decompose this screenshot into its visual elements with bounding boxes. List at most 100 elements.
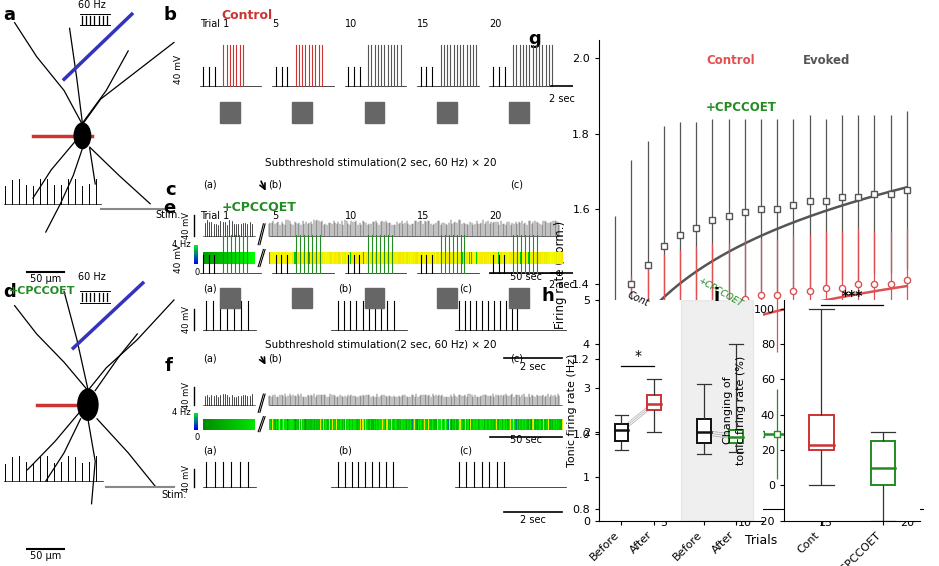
Bar [551,419,552,430]
Text: (a): (a) [203,179,217,189]
Bar [436,419,437,430]
Text: (c): (c) [511,179,524,189]
Bar [445,419,446,430]
Bar [250,252,251,264]
Bar [413,419,414,430]
Bar [537,419,538,430]
Bar [478,252,479,264]
Bar [470,252,471,264]
Bar [536,252,537,264]
Bar [328,252,329,264]
Bar [194,418,198,420]
Bar [493,419,494,430]
Bar [223,419,224,430]
Bar [418,252,419,264]
Bar [471,419,472,430]
Bar [390,252,391,264]
Bar [397,252,398,264]
Bar [309,419,310,430]
Bar [510,252,511,264]
Bar [420,252,421,264]
Bar [360,252,361,264]
Text: (b): (b) [338,445,351,455]
Bar [456,252,457,264]
Bar [317,419,318,430]
Bar [553,419,554,430]
Bar [416,252,418,264]
Bar [496,252,497,264]
Bar [426,252,428,264]
Bar [239,252,240,264]
Bar [507,419,508,430]
Bar [346,252,347,264]
Bar [437,252,439,264]
Bar [292,419,293,430]
Bar [323,419,324,430]
Bar [377,419,378,430]
Bar [465,252,466,264]
Bar [194,424,198,425]
Bar [329,252,331,264]
Bar [297,419,298,430]
Bar [325,419,326,430]
Bar [455,419,456,430]
Bar [529,252,530,264]
Bar [362,252,363,264]
Bar [364,419,365,430]
Text: (c): (c) [458,445,471,455]
Bar [457,252,458,264]
Bar [545,252,546,264]
Bar [313,252,314,264]
Bar [500,419,501,430]
Bar [194,414,198,415]
Bar [349,252,350,264]
Bar [281,252,282,264]
Bar [331,252,332,264]
Bar [388,419,389,430]
Bar [474,419,475,430]
Bar [401,252,402,264]
Bar [366,252,367,264]
Bar [531,419,532,430]
Bar [407,419,408,430]
Bar [415,419,416,430]
Bar [458,252,459,264]
Text: (c): (c) [511,354,524,364]
Bar [488,419,489,430]
Bar [510,101,530,123]
Bar [470,252,471,264]
Bar [526,419,527,430]
Bar [439,419,440,430]
Bar [325,252,326,264]
Text: 40 mV: 40 mV [175,244,183,273]
Bar [473,252,474,264]
Bar [442,252,443,264]
Bar [208,419,210,430]
Bar [226,419,227,430]
X-axis label: Trials: Trials [745,534,777,547]
Bar [242,419,243,430]
Bar [430,419,431,430]
Bar [356,419,357,430]
Bar [287,252,288,264]
Bar [490,252,491,264]
Bar [526,252,527,264]
Bar [405,419,406,430]
Bar [339,419,341,430]
Bar [443,252,444,264]
Text: (b): (b) [269,354,283,364]
FancyBboxPatch shape [647,395,661,410]
Y-axis label: Firing rate (norm.): Firing rate (norm.) [554,220,567,329]
Bar [489,419,490,430]
Bar [368,252,369,264]
Bar [417,419,418,430]
Bar [304,419,305,430]
Bar [333,252,334,264]
Bar [561,419,562,430]
Bar [385,419,386,430]
Bar [535,252,537,264]
Bar [444,419,445,430]
Bar [194,413,198,414]
Bar [270,252,271,264]
Bar [434,252,435,264]
